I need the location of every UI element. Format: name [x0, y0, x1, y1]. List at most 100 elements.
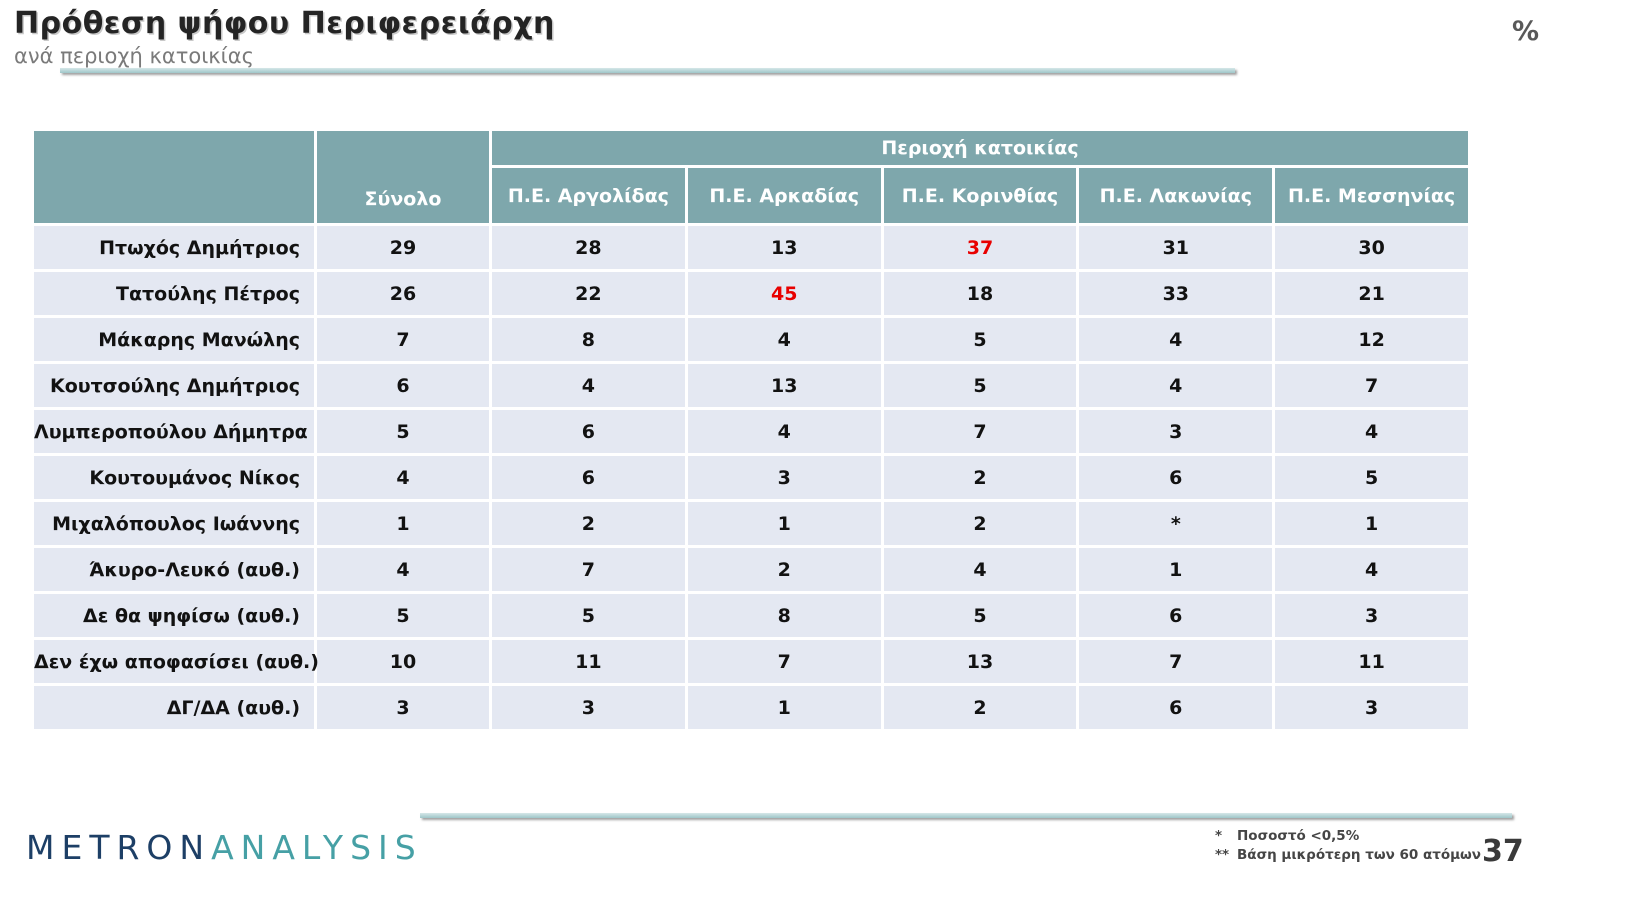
- region-value-cell: 18: [883, 272, 1077, 315]
- region-value-cell: 22: [492, 272, 685, 315]
- row-label: Άκυρο-Λευκό (αυθ.): [34, 548, 314, 591]
- region-value-cell: 11: [1275, 640, 1468, 683]
- region-value-cell: 6: [1079, 594, 1273, 637]
- footnote-row: ** Βάση μικρότερη των 60 ατόμων: [1215, 846, 1481, 865]
- region-value-cell: 1: [1275, 502, 1468, 545]
- region-value-cell: 3: [1275, 686, 1468, 729]
- region-value-cell: 5: [883, 594, 1077, 637]
- region-value-cell: 3: [492, 686, 685, 729]
- region-value-cell: 1: [1079, 548, 1273, 591]
- region-value-cell: 4: [1275, 548, 1468, 591]
- total-value-cell: 6: [317, 364, 489, 407]
- region-value-cell: 6: [1079, 456, 1273, 499]
- page-title: Πρόθεση ψήφου Περιφερειάρχη: [14, 6, 555, 41]
- region-value-cell: 13: [687, 364, 881, 407]
- row-label: Μάκαρης Μανώλης: [34, 318, 314, 361]
- table-row: Μιχαλόπουλος Ιωάννης 1 2 1 2 * 1: [34, 502, 1468, 545]
- total-value-cell: 10: [317, 640, 489, 683]
- region-header-row: Π.Ε. Αργολίδας Π.Ε. Αρκαδίας Π.Ε. Κορινθία…: [34, 168, 1468, 223]
- header-divider-bar: [60, 68, 1235, 73]
- region-value-cell: 1: [687, 502, 881, 545]
- table-row: Άκυρο-Λευκό (αυθ.) 4 7 2 4 1 4: [34, 548, 1468, 591]
- region-value-cell: 4: [1079, 364, 1273, 407]
- total-column-header: Σύνολο: [317, 131, 489, 223]
- footer-divider-bar: [420, 813, 1512, 818]
- table-body: Πτωχός Δημήτριος 29 28 13 37 31 30 Τατούλης Πέτ…: [34, 226, 1468, 729]
- region-value-cell: 3: [1079, 410, 1273, 453]
- region-value-cell: 6: [492, 410, 685, 453]
- region-value-cell: 5: [883, 364, 1077, 407]
- region-value-cell: 7: [883, 410, 1077, 453]
- region-value-cell: 33: [1079, 272, 1273, 315]
- region-value-cell: 3: [1275, 594, 1468, 637]
- logo-analysis-text: ANALYSIS: [211, 828, 423, 867]
- metron-analysis-logo: METRONANALYSIS: [26, 828, 423, 867]
- footnote-row: * Ποσοστό <0,5%: [1215, 827, 1481, 846]
- row-label: Δε θα ψηφίσω (αυθ.): [34, 594, 314, 637]
- page-subtitle: ανά περιοχή κατοικίας: [14, 44, 254, 68]
- region-value-cell: 4: [883, 548, 1077, 591]
- total-value-cell: 5: [317, 410, 489, 453]
- row-label: Λυμπεροπούλου Δήμητρα: [34, 410, 314, 453]
- region-group-header: Περιοχή κατοικίας: [492, 131, 1468, 165]
- table-row: Μάκαρης Μανώλης 7 8 4 5 4 12: [34, 318, 1468, 361]
- total-value-cell: 4: [317, 548, 489, 591]
- region-value-cell: 1: [687, 686, 881, 729]
- footer-divider-line: [420, 813, 1512, 818]
- region-value-cell: 2: [883, 686, 1077, 729]
- region-value-cell: 5: [1275, 456, 1468, 499]
- row-label: Μιχαλόπουλος Ιωάννης: [34, 502, 314, 545]
- region-value-cell: 2: [883, 456, 1077, 499]
- region-value-cell: *: [1079, 502, 1273, 545]
- region-value-cell: 7: [1275, 364, 1468, 407]
- table-row: ΔΓ/ΔΑ (αυθ.) 3 3 1 2 6 3: [34, 686, 1468, 729]
- region-value-cell: 2: [883, 502, 1077, 545]
- region-value-cell: 5: [883, 318, 1077, 361]
- region-value-cell: 28: [492, 226, 685, 269]
- row-label: Πτωχός Δημήτριος: [34, 226, 314, 269]
- results-table: Σύνολο Περιοχή κατοικίας Π.Ε. Αργολίδας Π…: [31, 128, 1471, 732]
- region-column-header: Π.Ε. Αργολίδας: [492, 168, 685, 223]
- region-value-cell: 7: [1079, 640, 1273, 683]
- total-value-cell: 7: [317, 318, 489, 361]
- footnote-marker: *: [1215, 828, 1223, 844]
- region-value-cell: 3: [687, 456, 881, 499]
- percent-unit-label: %: [1511, 16, 1539, 47]
- region-value-cell: 7: [687, 640, 881, 683]
- region-value-cell: 6: [1079, 686, 1273, 729]
- region-value-cell: 4: [492, 364, 685, 407]
- region-value-cell: 8: [687, 594, 881, 637]
- table-row: Κουτσούλης Δημήτριος 6 4 13 5 4 7: [34, 364, 1468, 407]
- region-value-cell: 11: [492, 640, 685, 683]
- table-row: Λυμπεροπούλου Δήμητρα 5 6 4 7 3 4: [34, 410, 1468, 453]
- row-label: Κουτουμάνος Νίκος: [34, 456, 314, 499]
- region-value-cell: 12: [1275, 318, 1468, 361]
- footnotes: * Ποσοστό <0,5% ** Βάση μικρότερη των 60…: [1215, 827, 1481, 865]
- region-value-cell: 4: [687, 410, 881, 453]
- row-label: Δεν έχω αποφασίσει (αυθ.): [34, 640, 319, 683]
- table-row: Πτωχός Δημήτριος 29 28 13 37 31 30: [34, 226, 1468, 269]
- region-value-cell: 5: [492, 594, 685, 637]
- header-divider-line: [60, 68, 1235, 73]
- total-value-cell: 1: [317, 502, 489, 545]
- region-value-cell: 4: [1079, 318, 1273, 361]
- total-value-cell: 26: [317, 272, 489, 315]
- region-value-cell: 21: [1275, 272, 1468, 315]
- region-value-cell: 30: [1275, 226, 1468, 269]
- total-value-cell: 5: [317, 594, 489, 637]
- footnote-text: Βάση μικρότερη των 60 ατόμων: [1237, 847, 1481, 863]
- region-value-cell: 4: [687, 318, 881, 361]
- corner-header-cell: [34, 131, 314, 223]
- row-label: ΔΓ/ΔΑ (αυθ.): [34, 686, 314, 729]
- region-value-cell: 13: [687, 226, 881, 269]
- region-value-cell: 7: [492, 548, 685, 591]
- page-number: 37: [1482, 834, 1524, 869]
- region-value-cell: 45: [687, 272, 881, 315]
- total-value-cell: 29: [317, 226, 489, 269]
- row-label: Κουτσούλης Δημήτριος: [34, 364, 314, 407]
- region-column-header: Π.Ε. Αρκαδίας: [687, 168, 881, 223]
- region-value-cell: 13: [883, 640, 1077, 683]
- region-value-cell: 2: [687, 548, 881, 591]
- group-header-row: Σύνολο Περιοχή κατοικίας: [34, 131, 1468, 223]
